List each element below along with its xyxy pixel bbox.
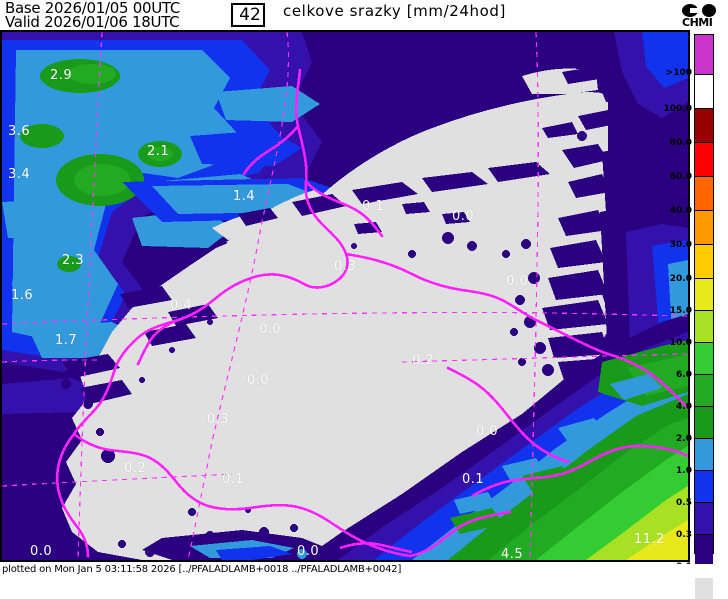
forecast-step-box: 42 (231, 3, 265, 27)
colorbar-swatch (695, 35, 713, 75)
footer-bar: plotted on Mon Jan 5 03:11:58 2026 [../P… (0, 564, 728, 578)
logo-text: CHMI (682, 16, 713, 29)
colorbar-swatch (695, 177, 713, 211)
page-title: celkove srazky [mm/24hod] (283, 2, 506, 20)
colorbar-swatch (695, 439, 713, 471)
colorbar-tick-label: 4.0 (676, 402, 692, 412)
colorbar-swatch (695, 535, 713, 567)
colorbar-tick-label: 60.0 (669, 172, 692, 182)
colorbar-tick-label: 30.0 (669, 240, 692, 250)
colorbar-swatch (695, 343, 713, 375)
header-bar: Base 2026/01/05 00UTC Valid 2026/01/06 1… (0, 0, 728, 31)
colorbar-swatch (695, 375, 713, 407)
colorbar-tick-label: 40.0 (669, 206, 692, 216)
colorbar-tick-label: 80.0 (669, 138, 692, 148)
colorbar-swatch (695, 245, 713, 279)
colorbar-swatch (695, 109, 713, 143)
colorbar-tick-label: 15.0 (669, 306, 692, 316)
colorbar-swatch (695, 407, 713, 439)
colorbar-tick-label: 10.0 (669, 338, 692, 348)
chmi-logo: CHMI (682, 0, 724, 30)
colorbar-swatch (695, 503, 713, 535)
colorbar-swatch (695, 279, 713, 311)
logo-dot-icon (702, 4, 716, 17)
colorbar (694, 34, 714, 599)
colorbar-tick-label: 6.0 (676, 370, 692, 380)
colorbar-tick-label: 100.0 (663, 104, 692, 114)
colorbar-tick-label: 0.3 (676, 530, 692, 540)
valid-time-label: Valid 2026/01/06 18UTC (5, 13, 180, 31)
colorbar-top-label: >100 (665, 68, 692, 78)
colorbar-swatch (695, 143, 713, 177)
colorbar-labels: >100 100.0 80.0 60.0 40.0 30.0 20.0 15.0… (660, 34, 692, 572)
colorbar-swatch (695, 211, 713, 245)
forecast-step-value: 42 (239, 5, 261, 25)
colorbar-tick-label: 0.5 (676, 498, 692, 508)
base-time-label: Base 2026/01/05 00UTC (5, 0, 181, 17)
map-frame: 2.9 3.6 3.4 2.1 1.4 2.3 1.6 1.7 0.4 0.3 … (0, 30, 690, 562)
colorbar-tick-label: 1.0 (676, 466, 692, 476)
logo-pacman-notch-icon (690, 8, 698, 13)
colorbar-swatch (695, 311, 713, 343)
colorbar-swatch (695, 75, 713, 109)
colorbar-tick-label: 20.0 (669, 274, 692, 284)
colorbar-swatch (695, 471, 713, 503)
colorbar-tick-label: 2.0 (676, 434, 692, 444)
precipitation-map[interactable]: 2.9 3.6 3.4 2.1 1.4 2.3 1.6 1.7 0.4 0.3 … (2, 32, 688, 560)
footer-status-text: plotted on Mon Jan 5 03:11:58 2026 [../P… (2, 564, 402, 575)
